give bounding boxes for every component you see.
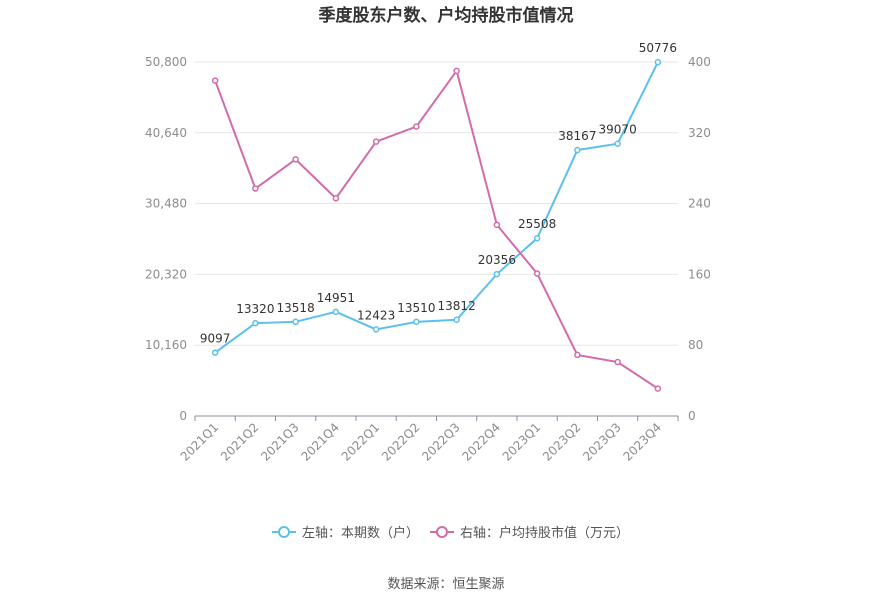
data-label: 13812 — [438, 299, 476, 313]
legend-item[interactable]: 左轴：本期数（户） — [272, 525, 419, 541]
x-tick-label: 2021Q1 — [178, 420, 222, 464]
data-label: 12423 — [357, 308, 395, 322]
data-label: 50776 — [639, 41, 677, 55]
data-label: 9097 — [200, 332, 231, 346]
source-text: 数据来源：恒生聚源 — [387, 577, 504, 592]
data-label: 39070 — [599, 123, 637, 137]
data-point[interactable] — [574, 351, 581, 359]
data-label: 13518 — [277, 301, 315, 315]
data-point[interactable] — [654, 58, 662, 66]
x-tick-label: 2022Q4 — [459, 420, 503, 464]
right-tick-label: 0 — [688, 409, 696, 423]
data-point[interactable] — [211, 77, 219, 84]
left-tick-label: 50,800 — [145, 55, 187, 69]
right-tick-label: 160 — [688, 267, 711, 281]
data-point[interactable] — [292, 318, 299, 326]
data-point[interactable] — [533, 270, 541, 277]
data-point[interactable] — [413, 318, 420, 326]
left-tick-label: 40,640 — [145, 126, 187, 140]
data-point[interactable] — [211, 349, 219, 356]
x-tick-label: 2023Q3 — [580, 420, 624, 464]
data-point[interactable] — [413, 123, 420, 130]
data-point[interactable] — [493, 270, 501, 278]
data-label: 20356 — [478, 253, 516, 267]
data-point[interactable] — [372, 326, 380, 333]
right-tick-label: 240 — [688, 197, 711, 211]
legend[interactable]: 左轴：本期数（户） 右轴：户均持股市值（万元） — [272, 525, 629, 541]
chart-title: 季度股东户数、户均持股市值情况 — [319, 5, 574, 26]
series-line-1 — [214, 68, 659, 390]
data-point[interactable] — [574, 146, 581, 154]
legend-swatch-marker — [436, 526, 448, 538]
right-tick-label: 80 — [688, 338, 703, 352]
x-tick-label: 2023Q2 — [540, 420, 584, 464]
data-label: 13510 — [397, 301, 435, 315]
data-point[interactable] — [614, 140, 621, 147]
data-point[interactable] — [493, 221, 501, 229]
data-point[interactable] — [654, 385, 662, 392]
x-tick-label: 2021Q4 — [298, 420, 342, 464]
x-tick-label: 2021Q2 — [218, 420, 262, 464]
data-point[interactable] — [614, 358, 621, 366]
left-tick-label: 10,160 — [145, 338, 187, 352]
right-tick-label: 320 — [688, 126, 711, 140]
right-tick-label: 400 — [688, 55, 711, 69]
left-tick-label: 30,480 — [145, 197, 187, 211]
data-label: 25508 — [518, 217, 556, 231]
data-point[interactable] — [453, 316, 460, 324]
data-point[interactable] — [372, 138, 380, 145]
data-point[interactable] — [252, 185, 259, 192]
data-point[interactable] — [453, 67, 460, 75]
left-tick-label: 20,320 — [145, 267, 187, 281]
data-label: 13320 — [236, 302, 274, 316]
x-tick-label: 2023Q4 — [620, 420, 664, 464]
x-tick-label: 2022Q1 — [339, 420, 383, 464]
right-axis: 0 80 160 240 320 400 — [688, 55, 711, 423]
grid — [195, 61, 678, 346]
data-point[interactable] — [533, 234, 541, 242]
x-tick-label: 2021Q3 — [258, 420, 302, 464]
left-axis: 0 10,160 20,320 30,480 40,640 50,800 — [145, 55, 187, 423]
x-tick-label: 2022Q2 — [379, 420, 423, 464]
data-label: 38167 — [558, 129, 596, 143]
legend-swatch-marker — [278, 526, 290, 538]
left-tick-label: 0 — [179, 409, 187, 423]
legend-label: 左轴：本期数（户） — [302, 525, 419, 541]
legend-item[interactable]: 右轴：户均持股市值（万元） — [430, 525, 629, 541]
x-tick-label: 2022Q3 — [419, 420, 463, 464]
data-label: 14951 — [317, 291, 355, 305]
series-line-0 — [214, 61, 659, 354]
data-point[interactable] — [292, 156, 299, 163]
data-point[interactable] — [252, 319, 259, 327]
x-axis: 2021Q12021Q22021Q32021Q42022Q12022Q22022… — [178, 415, 679, 464]
data-point[interactable] — [332, 195, 340, 202]
legend-label: 右轴：户均持股市值（万元） — [460, 525, 629, 541]
data-point[interactable] — [332, 308, 340, 316]
x-tick-label: 2023Q1 — [500, 420, 544, 464]
